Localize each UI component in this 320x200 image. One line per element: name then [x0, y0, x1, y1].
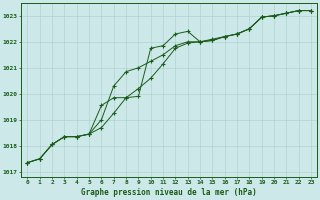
X-axis label: Graphe pression niveau de la mer (hPa): Graphe pression niveau de la mer (hPa) — [81, 188, 257, 197]
